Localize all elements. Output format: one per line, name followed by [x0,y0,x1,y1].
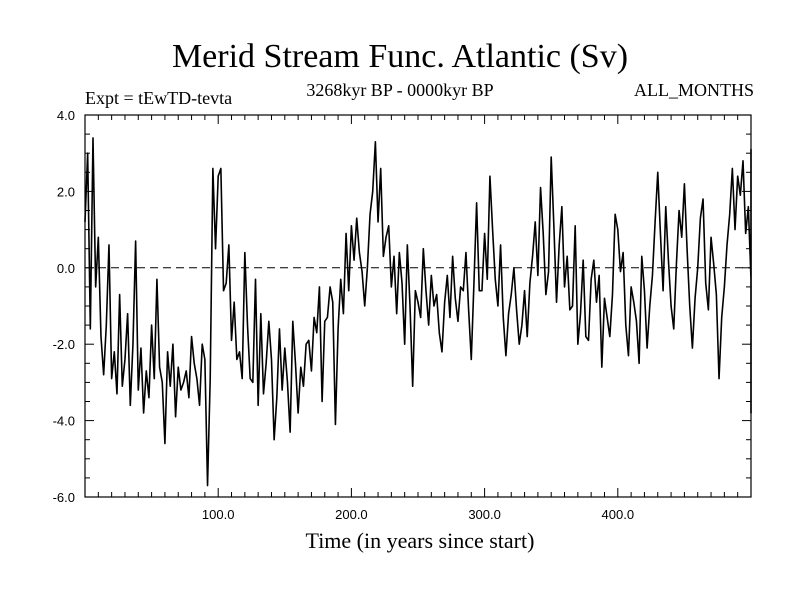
chart-subtitle: 3268kyr BP - 0000kyr BP [306,80,494,100]
y-tick-label: 4.0 [57,108,75,123]
y-tick-label: 0.0 [57,261,75,276]
x-tick-label: 300.0 [468,507,501,522]
chart-title: Merid Stream Func. Atlantic (Sv) [171,38,629,75]
months-label: ALL_MONTHS [634,80,754,100]
x-tick-label: 400.0 [602,507,635,522]
x-tick-label: 200.0 [335,507,368,522]
y-tick-label: -2.0 [53,337,75,352]
y-tick-label: -6.0 [53,490,75,505]
data-series-line [84,137,752,487]
x-tick-label: 100.0 [202,507,235,522]
experiment-label: Expt = tEwTD-tevta [85,88,233,108]
y-tick-label: 2.0 [57,184,75,199]
x-axis-label: Time (in years since start) [305,528,535,553]
y-tick-label: -4.0 [53,414,75,429]
